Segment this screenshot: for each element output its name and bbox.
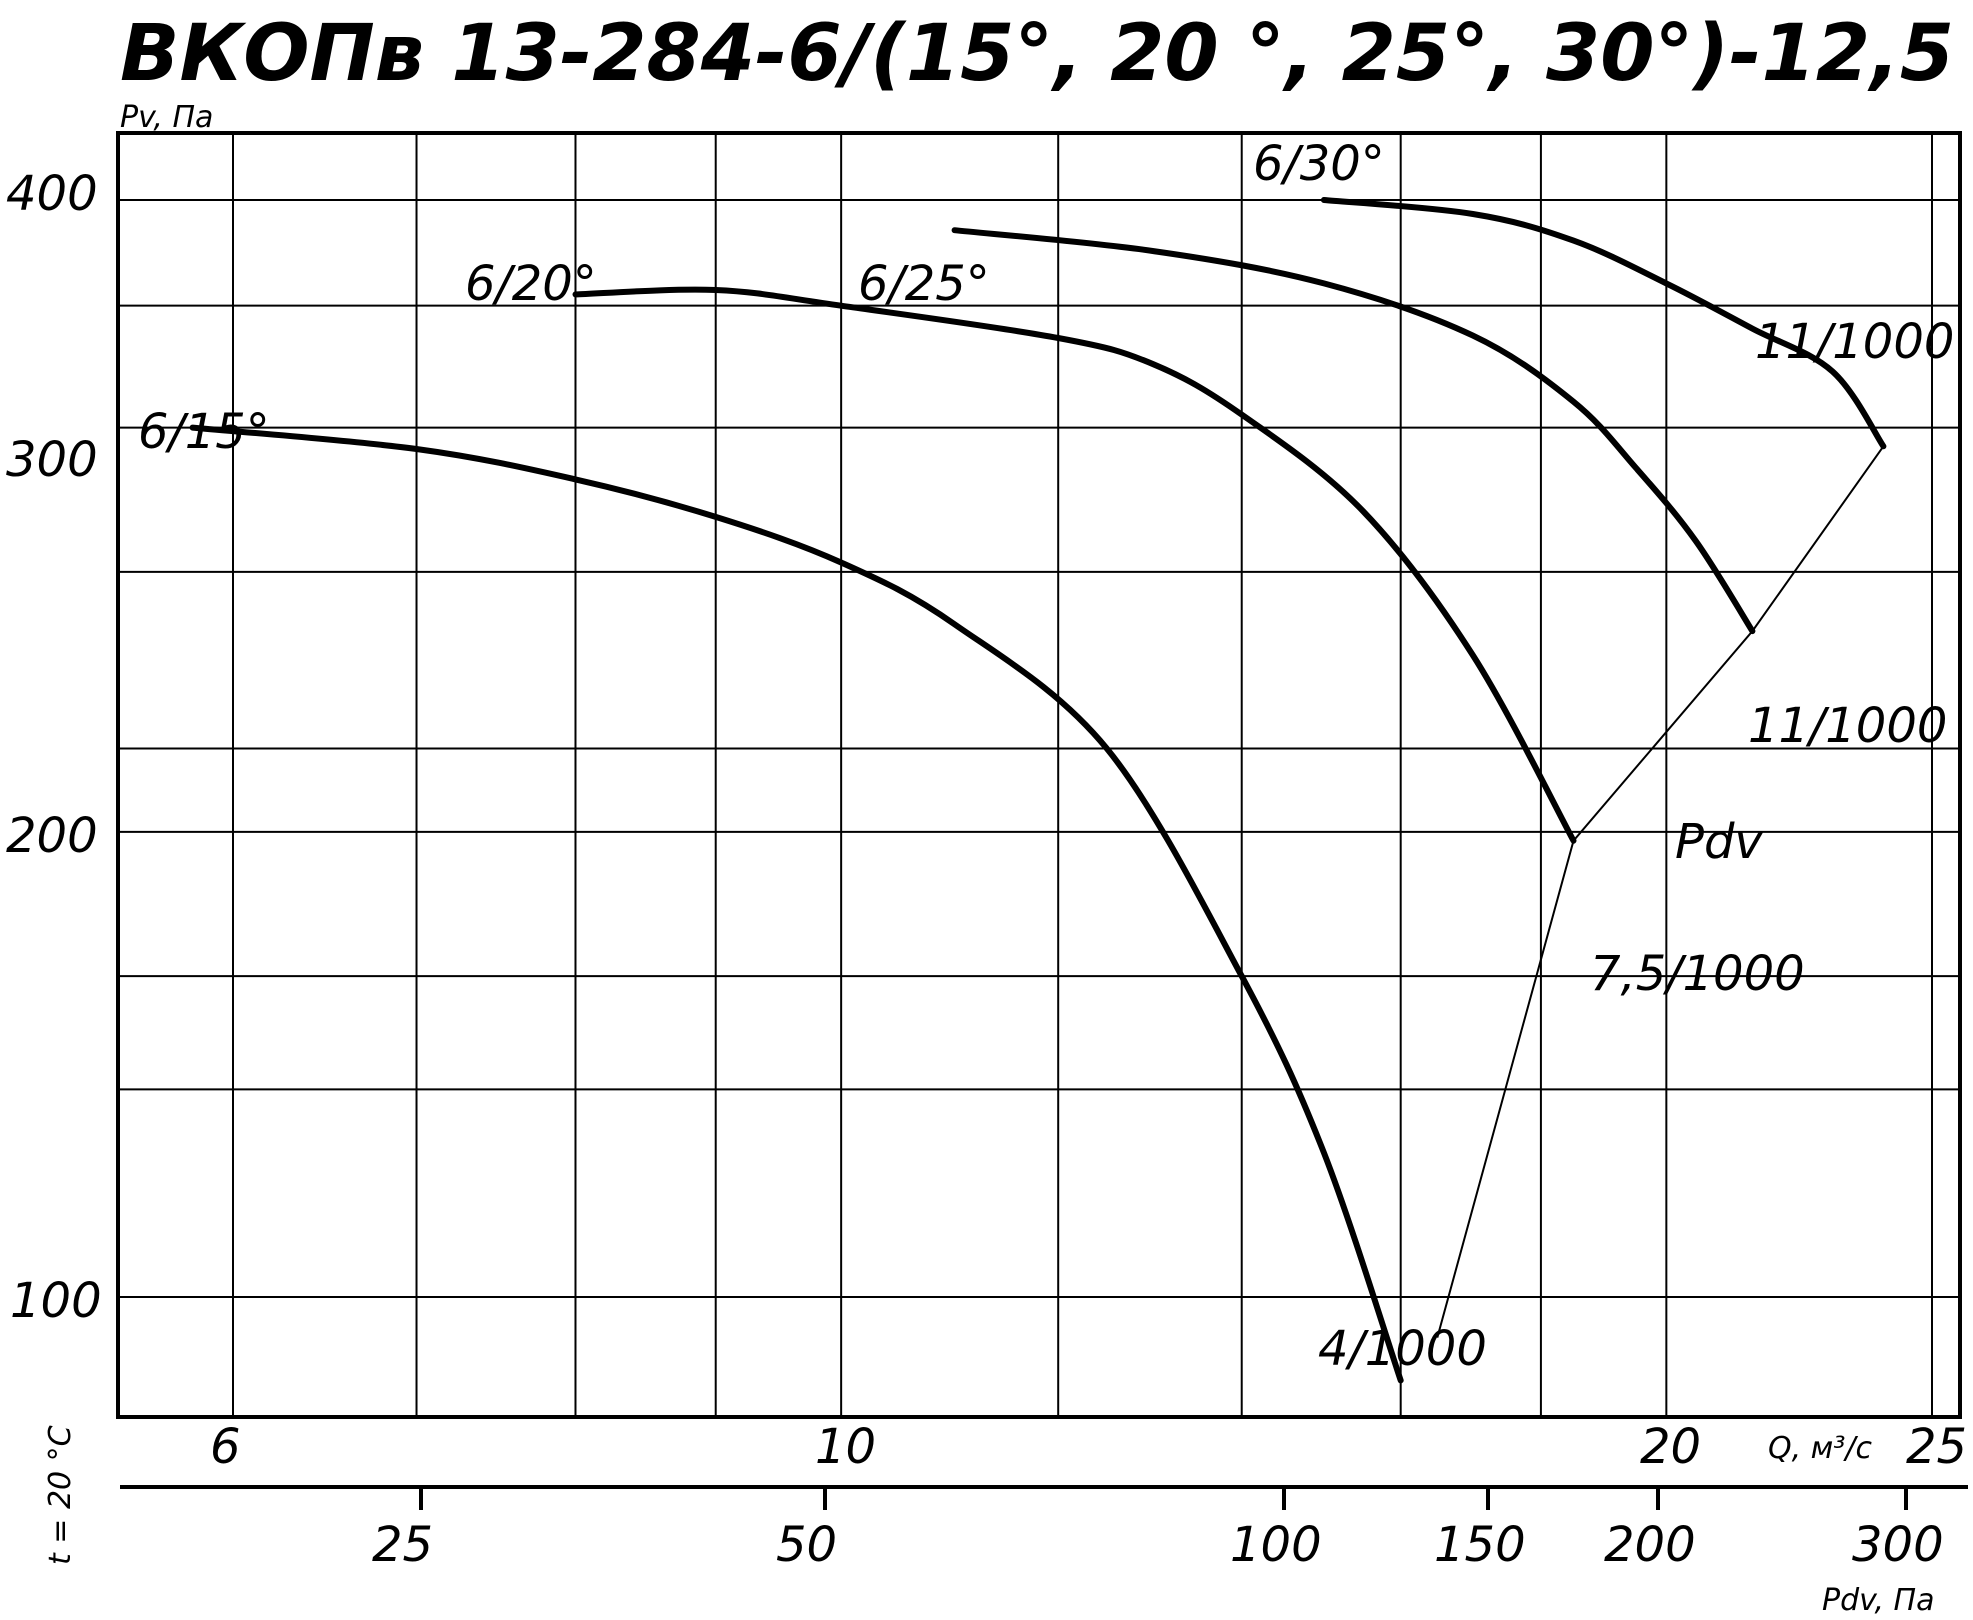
pdv-tick-200: 200 [1604, 1517, 1696, 1573]
pdv-tick-150: 150 [1434, 1517, 1526, 1573]
series-label-6-15: 6/15° [138, 404, 270, 460]
end-label-4-1000: 4/1000 [1318, 1321, 1487, 1377]
series-curve-0 [189, 424, 1404, 1384]
y-tick-100: 100 [10, 1273, 102, 1329]
curves [189, 197, 1887, 1384]
y-tick-200: 200 [6, 808, 98, 864]
series-label-6-30: 6/30° [1253, 136, 1385, 192]
series-label-6-25: 6/25° [858, 256, 990, 312]
x-tick-6: 6 [210, 1419, 241, 1475]
pdv-line [1436, 445, 1885, 1338]
grid [118, 133, 1960, 1417]
series-curve-1 [572, 286, 1577, 844]
pdv-axis-label: Pdv, Па [1822, 1583, 1934, 1618]
end-label-11-1000-upper: 11/1000 [1755, 314, 1954, 370]
pdv-tick-300: 300 [1852, 1517, 1944, 1573]
y-tick-400: 400 [6, 166, 98, 222]
plot-frame [116, 131, 1962, 1419]
y-axis-label: Pv, Па [120, 100, 213, 135]
y-tick-300: 300 [6, 432, 98, 488]
temperature-label: t = 20 °C [43, 1425, 78, 1565]
end-label-11-1000-lower: 11/1000 [1748, 698, 1947, 754]
series-curve-3 [1320, 197, 1887, 450]
series-label-6-20: 6/20° [465, 256, 597, 312]
x-tick-10: 10 [815, 1419, 876, 1475]
pdv-curve-label: Pdv [1675, 814, 1763, 870]
pdv-tick-100: 100 [1230, 1517, 1322, 1573]
series-curve-2 [951, 227, 1756, 635]
x-tick-25: 25 [1906, 1419, 1967, 1475]
x-tick-20: 20 [1640, 1419, 1701, 1475]
x-axis-label: Q, м³/с [1768, 1431, 1872, 1466]
pdv-tick-50: 50 [776, 1517, 837, 1573]
chart-title: ВКОПв 13-284-6/(15°, 20 °, 25°, 30°)-12,… [120, 9, 1954, 99]
end-label-7-5-1000: 7,5/1000 [1590, 946, 1805, 1002]
pdv-tick-25: 25 [372, 1517, 433, 1573]
